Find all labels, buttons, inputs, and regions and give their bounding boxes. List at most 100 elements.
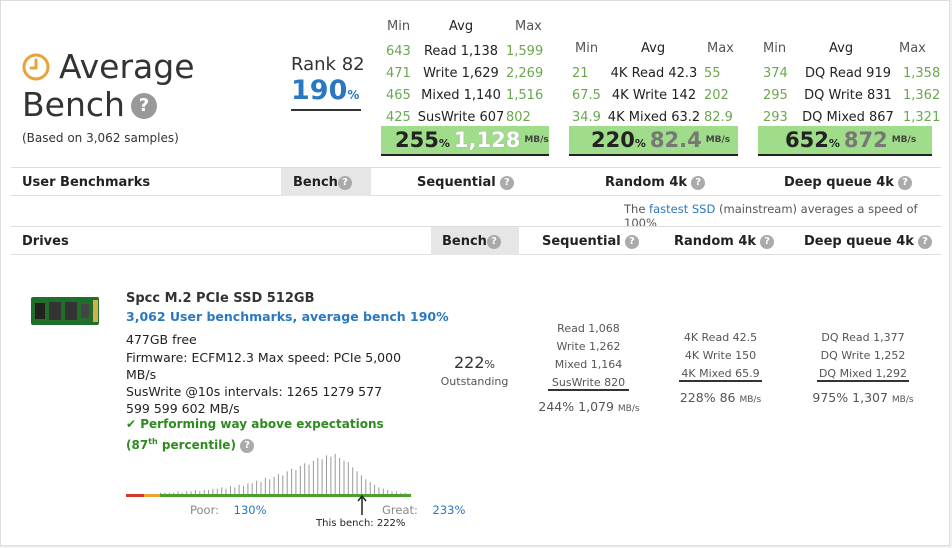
- help-icon: ?: [918, 234, 933, 249]
- fastest-ssd-link[interactable]: fastest SSD: [649, 202, 716, 216]
- histogram-bar: [299, 466, 301, 494]
- drive-dq-values: DQ Read 1,377 DQ Write 1,252 DQ Mixed 1,…: [816, 331, 910, 382]
- histogram-bar: [330, 456, 332, 494]
- drive-firmware: Firmware: ECFM12.3 Max speed: PCIe 5,000…: [126, 350, 402, 382]
- histogram-bar: [321, 459, 323, 494]
- histogram-bar: [243, 486, 244, 494]
- histogram-bar: [378, 487, 380, 494]
- ssd-image[interactable]: [31, 297, 99, 329]
- drive-free: 477GB free: [126, 332, 197, 347]
- tab-drives-deepqueue[interactable]: Deep queue 4k ?: [804, 234, 933, 249]
- histogram-bar: [291, 468, 293, 494]
- histogram-bar: [334, 454, 336, 494]
- histogram-bar: [164, 492, 166, 494]
- histogram-bar: [247, 483, 249, 494]
- rand-min-header: Min: [575, 41, 599, 56]
- help-icon[interactable]: ?: [240, 438, 255, 453]
- histogram-bar: [203, 490, 205, 494]
- seq-stats: 643 Read 1,138 1,599 471 Write 1,629 2,269 4…: [386, 44, 544, 125]
- histogram-bar: [400, 492, 402, 494]
- page-title: Average: [59, 47, 195, 86]
- histogram-bar: [199, 491, 201, 494]
- histogram-bar: [173, 492, 175, 494]
- histogram-bar: [317, 458, 319, 494]
- histogram-bar: [208, 490, 210, 494]
- drive-bench-rating: Outstanding: [440, 375, 509, 388]
- tab-drives-bench[interactable]: Bench ?: [431, 227, 519, 255]
- histogram-bar: [312, 460, 314, 494]
- this-bench-label: This bench: 222%: [316, 518, 406, 529]
- drive-name[interactable]: Spcc M.2 PCIe SSD 512GB: [126, 291, 315, 306]
- histogram-bar: [308, 464, 310, 494]
- histogram-bar: [374, 484, 376, 494]
- histogram-bar: [295, 470, 297, 494]
- histogram-bar: [277, 474, 279, 494]
- histogram-bar: [216, 488, 218, 494]
- histogram-bar: [238, 484, 240, 494]
- rand-max-header: Max: [707, 41, 734, 56]
- help-icon: ?: [691, 175, 706, 190]
- help-icon: ?: [338, 175, 352, 190]
- drive-suswrite: SusWrite @10s intervals: 1265 1279 577 5…: [126, 384, 383, 416]
- histogram-bar: [365, 479, 367, 494]
- help-icon[interactable]: ?: [131, 93, 157, 119]
- user-benchmarks-link[interactable]: 3,062 User benchmarks, average bench 190…: [126, 309, 449, 324]
- tab-user-sequential[interactable]: Sequential ?: [417, 175, 514, 190]
- seq-max-header: Max: [515, 19, 542, 34]
- tab-user-deepqueue[interactable]: Deep queue 4k ?: [784, 175, 913, 190]
- histogram-bar: [387, 490, 389, 494]
- drive-seq-values: Read 1,068 Write 1,262 Mixed 1,164 SusWr…: [541, 320, 636, 392]
- histogram-baseline-segment: [160, 494, 411, 497]
- histogram-bar: [186, 491, 188, 494]
- seq-min-header: Min: [387, 19, 411, 34]
- histogram-bar: [212, 488, 214, 494]
- drive-bench-score: 222%: [454, 353, 495, 372]
- histogram-bar: [177, 491, 179, 494]
- histogram-bar: [225, 488, 227, 494]
- fastest-note: The fastest SSD (mainstream) averages a …: [624, 202, 918, 230]
- tab-user-bench[interactable]: Bench ?: [281, 168, 371, 196]
- histogram-bar: [382, 488, 384, 494]
- check-icon: ✔: [126, 417, 137, 431]
- seq-avg-header: Avg: [449, 19, 474, 34]
- histogram-baseline-segment: [144, 494, 160, 497]
- help-icon: ?: [487, 234, 501, 249]
- help-icon: ?: [898, 175, 913, 190]
- histogram-bar: [229, 486, 231, 494]
- drives-label: Drives: [22, 234, 69, 249]
- dq-stats: 374 DQ Read 919 1,358 295 DQ Write 831 1,362…: [763, 66, 941, 125]
- rank-value: 190%: [291, 75, 361, 111]
- tab-user-random[interactable]: Random 4k ?: [605, 175, 706, 190]
- histogram-bar: [326, 455, 327, 494]
- rand-stats: 21 4K Read 42.3 55 67.5 4K Write 142 202 34.…: [572, 66, 733, 125]
- histogram-baseline-segment: [126, 494, 144, 497]
- tab-drives-sequential[interactable]: Sequential ?: [542, 234, 639, 249]
- seq-summary-box: 255% 1,128 MB/s: [381, 126, 549, 156]
- histogram-bar: [256, 480, 258, 494]
- histogram-bar: [391, 491, 393, 494]
- histogram-bar: [286, 471, 288, 494]
- histogram-bar: [395, 491, 397, 494]
- histogram-bar: [190, 491, 192, 494]
- samples-text: (Based on 3,062 samples): [22, 131, 179, 145]
- histogram-bar: [347, 462, 349, 494]
- dq-summary-box: 652% 872 MB/s: [758, 126, 932, 156]
- drives-tabs: Drives Bench ? Sequential ? Random 4k ? …: [11, 226, 941, 255]
- great-label: Great: 233%: [382, 503, 466, 517]
- histogram-bar: [339, 458, 341, 494]
- histogram-bar: [369, 482, 371, 494]
- dq-max-header: Max: [899, 41, 926, 56]
- histogram-bar: [221, 487, 223, 494]
- this-bench-arrow-icon: [357, 494, 367, 519]
- histogram-bar: [352, 467, 354, 494]
- page-title-line2: Bench: [22, 85, 125, 124]
- help-icon: ?: [760, 234, 775, 249]
- histogram-bar: [181, 492, 183, 494]
- histogram-bar: [360, 475, 362, 494]
- help-icon: ?: [624, 234, 639, 249]
- user-benchmarks-tabs: User Benchmarks Bench ? Sequential ? Ran…: [11, 167, 941, 196]
- tab-drives-random[interactable]: Random 4k ?: [674, 234, 775, 249]
- drive-rand-values: 4K Read 42.5 4K Write 150 4K Mixed 65.9: [679, 331, 762, 382]
- histogram-bar: [404, 492, 406, 494]
